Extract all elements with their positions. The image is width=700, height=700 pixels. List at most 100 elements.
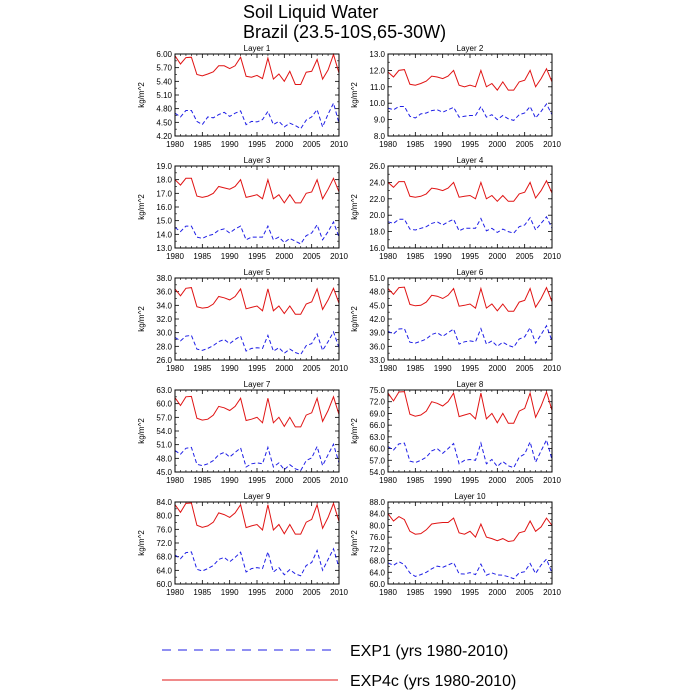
x-tick-label: 2000 [488,476,506,485]
series-line-exp4c [174,395,340,428]
y-tick-label: 14.0 [156,230,172,239]
y-tick-label: 18.0 [369,228,385,237]
y-tick-label: 28.0 [156,342,172,351]
x-tick-label: 1995 [461,364,479,373]
legend-label-exp4c: EXP4c (yrs 1980-2010) [350,673,516,690]
plot-frame [387,389,553,473]
y-tick-label: 17.0 [156,189,172,198]
x-tick-label: 2010 [543,252,561,261]
series-line-exp1 [387,558,553,580]
panel-layer-6: Layer 6 kg/m^2 33.0 36.0 39.0 42.0 45.0 48.0 51.… [350,268,561,373]
series-line-exp1 [387,324,553,348]
series-line-exp4c [387,390,553,424]
y-tick-label: 30.0 [156,329,172,338]
y-tick-label: 76.0 [156,525,172,534]
panel-title: Layer 10 [454,492,486,501]
x-tick-label: 2000 [275,588,293,597]
y-tick-label: 36.0 [156,288,172,297]
x-tick-label: 2005 [516,476,534,485]
series-line-exp4c [387,513,553,543]
y-tick-label: 16.0 [156,203,172,212]
y-tick-label: 80.0 [369,521,385,530]
x-tick-label: 1995 [248,140,266,149]
x-tick-label: 1980 [379,588,397,597]
series-line-exp1 [387,215,553,234]
x-tick-label: 1980 [379,252,397,261]
y-tick-label: 18.0 [156,176,172,185]
panel-title: Layer 1 [244,44,271,53]
x-tick-label: 2000 [275,252,293,261]
y-tick-label: 80.0 [156,512,172,521]
y-axis-label: kg/m^2 [350,530,359,556]
y-tick-label: 33.0 [369,356,385,365]
plot-frame [387,53,553,137]
y-tick-label: 13.0 [369,50,385,59]
y-tick-label: 9.0 [374,116,386,125]
x-tick-label: 1980 [166,476,184,485]
y-tick-label: 12.0 [369,66,385,75]
y-tick-label: 57.0 [369,456,385,465]
y-tick-label: 39.0 [369,329,385,338]
plot-frame [174,389,340,473]
x-tick-label: 1995 [248,252,266,261]
y-tick-label: 63.0 [369,433,385,442]
y-tick-label: 5.70 [156,64,172,73]
x-tick-label: 1980 [379,140,397,149]
x-tick-label: 1985 [193,364,211,373]
series-line-exp1 [174,330,340,356]
x-tick-label: 1985 [193,252,211,261]
x-tick-label: 1990 [221,252,239,261]
x-tick-label: 1990 [434,252,452,261]
x-tick-label: 2005 [303,476,321,485]
x-tick-label: 2010 [330,476,348,485]
x-tick-label: 1990 [434,140,452,149]
x-tick-label: 1990 [221,588,239,597]
series-line-exp4c [174,501,340,535]
y-tick-label: 4.80 [156,105,172,114]
series-line-exp4c [387,286,553,312]
x-tick-label: 2005 [303,140,321,149]
panel-layer-1: Layer 1 kg/m^2 4.20 4.50 4.80 5.10 5.40 5.70 6.0… [137,44,348,149]
plot-frame [387,501,553,585]
series-line-exp1 [174,101,340,130]
x-tick-label: 2000 [488,588,506,597]
y-tick-label: 76.0 [369,533,385,542]
x-tick-label: 1995 [461,588,479,597]
y-axis-label: kg/m^2 [350,306,359,332]
x-tick-label: 1995 [461,140,479,149]
y-tick-label: 5.10 [156,91,172,100]
y-tick-label: 60.0 [156,580,172,589]
panel-layer-7: Layer 7 kg/m^2 45.0 48.0 51.0 54.0 57.0 60.0 63.… [137,380,348,485]
y-axis-label: kg/m^2 [350,82,359,108]
panel-title: Layer 2 [457,44,484,53]
x-tick-label: 2000 [275,476,293,485]
y-tick-label: 54.0 [369,468,385,477]
plot-frame [174,277,340,361]
y-tick-label: 60.0 [369,580,385,589]
x-tick-label: 1980 [379,476,397,485]
y-tick-label: 26.0 [369,162,385,171]
y-axis-label: kg/m^2 [350,194,359,220]
x-tick-label: 1980 [166,140,184,149]
x-tick-label: 1980 [166,588,184,597]
y-tick-label: 15.0 [156,217,172,226]
x-tick-label: 2005 [303,588,321,597]
x-tick-label: 1990 [434,588,452,597]
panel-title: Layer 4 [457,156,484,165]
x-tick-label: 2005 [516,252,534,261]
y-tick-label: 11.0 [370,83,386,92]
x-tick-label: 2005 [303,364,321,373]
x-tick-label: 2010 [543,140,561,149]
y-tick-label: 57.0 [156,413,172,422]
x-tick-label: 2000 [275,140,293,149]
x-tick-label: 2000 [488,140,506,149]
y-tick-label: 84.0 [369,510,385,519]
panel-title: Layer 9 [244,492,271,501]
y-tick-label: 13.0 [156,244,172,253]
y-tick-label: 72.0 [156,539,172,548]
x-tick-label: 1985 [193,476,211,485]
panel-title: Layer 8 [457,380,484,389]
x-tick-label: 2010 [330,364,348,373]
y-tick-label: 48.0 [369,288,385,297]
panel-layer-8: Layer 8 kg/m^2 54.0 57.0 60.0 63.0 66.0 69.0 72.… [350,380,561,485]
